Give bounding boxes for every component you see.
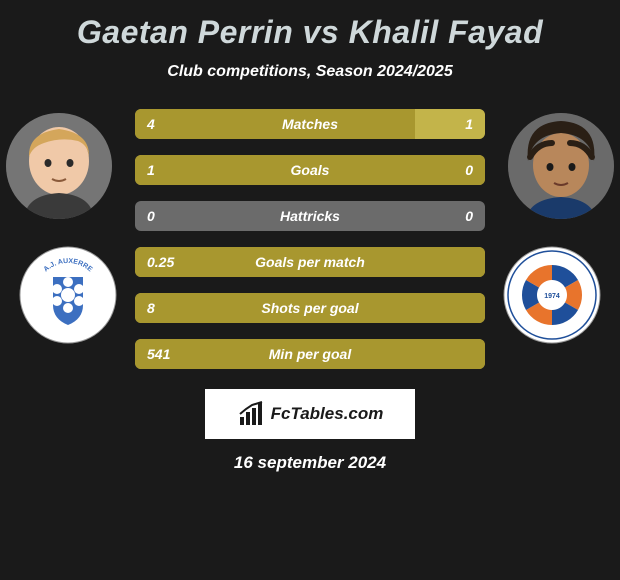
stat-label: Hattricks: [135, 208, 485, 224]
stat-rows: 4Matches11Goals00Hattricks00.25Goals per…: [135, 109, 485, 369]
date-line: 16 september 2024: [0, 453, 620, 473]
stat-val-right: 0: [465, 162, 473, 178]
stat-label: Min per goal: [135, 346, 485, 362]
infographic-container: Gaetan Perrin vs Khalil Fayad Club compe…: [0, 0, 620, 483]
club-left-badge: A.J. AUXERRE: [18, 245, 118, 345]
subtitle: Club competitions, Season 2024/2025: [0, 63, 620, 81]
player-left-avatar: [6, 113, 112, 219]
stat-label: Matches: [135, 116, 485, 132]
stat-val-right: 0: [465, 208, 473, 224]
stat-row: 4Matches1: [135, 109, 485, 139]
stats-area: A.J. AUXERRE: [0, 109, 620, 369]
stat-row: 0.25Goals per match: [135, 247, 485, 277]
avatar-right-icon: [508, 113, 614, 219]
club-right-icon: 1974: [502, 245, 602, 345]
footer-brand-label: FcTables.com: [271, 404, 384, 424]
chart-icon: [237, 400, 265, 428]
stat-label: Goals: [135, 162, 485, 178]
stat-row: 1Goals0: [135, 155, 485, 185]
footer-brand-box: FcTables.com: [205, 389, 415, 439]
stat-label: Goals per match: [135, 254, 485, 270]
stat-row: 541Min per goal: [135, 339, 485, 369]
stat-row: 8Shots per goal: [135, 293, 485, 323]
stat-val-right: 1: [465, 116, 473, 132]
avatar-left-icon: [6, 113, 112, 219]
club-right-badge: 1974: [502, 245, 602, 345]
stat-label: Shots per goal: [135, 300, 485, 316]
player-right-avatar: [508, 113, 614, 219]
page-title: Gaetan Perrin vs Khalil Fayad: [0, 14, 620, 51]
stat-row: 0Hattricks0: [135, 201, 485, 231]
club-left-icon: A.J. AUXERRE: [18, 245, 118, 345]
club-right-year: 1974: [544, 293, 560, 300]
